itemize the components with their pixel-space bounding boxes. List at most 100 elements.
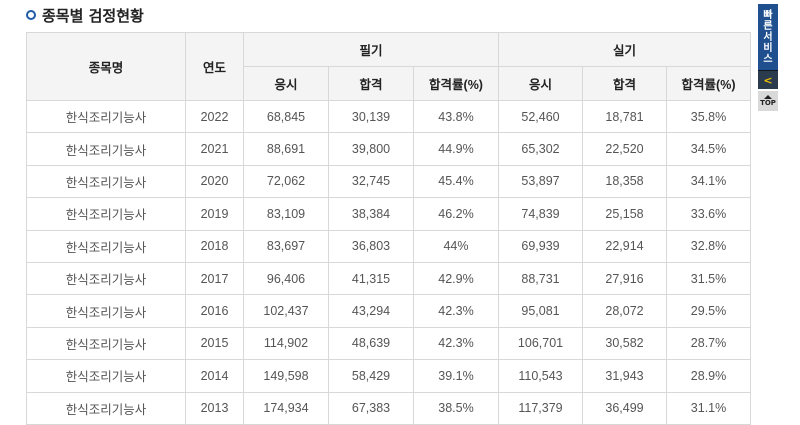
header-item-name: 종목명 [26,32,186,101]
cell-practical-applicants: 88,731 [498,261,584,296]
cell-written-passed: 67,383 [328,391,414,425]
cell-practical-pass-rate: 34.1% [666,164,752,199]
cell-written-pass-rate: 46.2% [412,197,500,231]
cell-year: 2020 [185,164,244,199]
table-row: 한식조리기능사 2013 174,934 67,383 38.5% 117,379 36,4… [26,391,752,425]
header-written-passed: 합격 [328,66,414,101]
cell-practical-applicants: 53,897 [498,164,584,199]
cell-practical-applicants: 106,701 [498,326,584,361]
cell-practical-passed: 22,520 [582,132,668,166]
table-row: 한식조리기능사 2014 149,598 58,429 39.1% 110,543 31,9… [26,359,752,393]
cell-practical-passed: 18,781 [582,99,668,134]
table-row: 한식조리기능사 2017 96,406 41,315 42.9% 88,731 27,916… [26,261,752,296]
quick-service-char: 비 [763,42,773,54]
cell-practical-pass-rate: 34.5% [666,132,752,166]
cell-practical-pass-rate: 35.8% [666,99,752,134]
cell-year: 2016 [185,294,244,328]
table-row: 한식조리기능사 2020 72,062 32,745 45.4% 53,897 18,358… [26,164,752,199]
cell-practical-passed: 31,943 [582,359,668,393]
cell-year: 2015 [185,326,244,361]
cell-practical-pass-rate: 28.7% [666,326,752,361]
cell-practical-applicants: 65,302 [498,132,584,166]
table-row: 한식조리기능사 2016 102,437 43,294 42.3% 95,081 28,07… [26,294,752,328]
cell-written-passed: 38,384 [328,197,414,231]
cell-practical-passed: 22,914 [582,229,668,263]
cell-practical-passed: 25,158 [582,197,668,231]
up-triangle-icon [764,95,772,99]
cell-written-passed: 43,294 [328,294,414,328]
cell-practical-applicants: 74,839 [498,197,584,231]
quick-service-char: 른 [763,20,773,32]
cell-item-name: 한식조리기능사 [26,261,186,296]
cell-written-passed: 30,139 [328,99,414,134]
cell-written-pass-rate: 39.1% [412,359,500,393]
cell-item-name: 한식조리기능사 [26,99,186,134]
table-row: 한식조리기능사 2015 114,902 48,639 42.3% 106,701 30,5… [26,326,752,361]
cell-item-name: 한식조리기능사 [26,391,186,425]
cell-written-applicants: 114,902 [243,326,329,361]
cell-written-pass-rate: 42.3% [412,326,500,361]
cell-item-name: 한식조리기능사 [26,294,186,328]
collapse-arrow-icon[interactable]: < [758,70,778,89]
cell-practical-pass-rate: 28.9% [666,359,752,393]
cell-practical-passed: 28,072 [582,294,668,328]
table-row: 한식조리기능사 2021 88,691 39,800 44.9% 65,302 22,520… [26,132,752,166]
header-written-pass-rate: 합격률(%) [412,66,500,101]
table-row: 한식조리기능사 2019 83,109 38,384 46.2% 74,839 25,158… [26,197,752,231]
cell-practical-passed: 18,358 [582,164,668,199]
cell-written-pass-rate: 42.3% [412,294,500,328]
quick-service-char: 빠 [763,9,773,21]
cell-written-pass-rate: 38.5% [412,391,500,425]
cell-item-name: 한식조리기능사 [26,326,186,361]
cell-year: 2014 [185,359,244,393]
exam-stats-table: 종목명 연도 필기 실기 응시 합격 합격률(%) 응시 합격 합격률(%) 한… [26,32,752,425]
cell-item-name: 한식조리기능사 [26,359,186,393]
cell-written-pass-rate: 42.9% [412,261,500,296]
cell-written-pass-rate: 45.4% [412,164,500,199]
table-body: 한식조리기능사 2022 68,845 30,139 43.8% 52,460 18,781… [26,99,752,425]
cell-year: 2019 [185,197,244,231]
cell-practical-passed: 36,499 [582,391,668,425]
cell-year: 2018 [185,229,244,263]
cell-written-pass-rate: 44% [412,229,500,263]
cell-year: 2017 [185,261,244,296]
header-written-applicants: 응시 [243,66,329,101]
section-title: 종목별 검정현황 [26,4,144,26]
cell-written-passed: 41,315 [328,261,414,296]
cell-written-applicants: 68,845 [243,99,329,134]
cell-written-applicants: 102,437 [243,294,329,328]
cell-written-applicants: 96,406 [243,261,329,296]
cell-written-pass-rate: 44.9% [412,132,500,166]
cell-practical-applicants: 52,460 [498,99,584,134]
cell-written-applicants: 88,691 [243,132,329,166]
table-row: 한식조리기능사 2022 68,845 30,139 43.8% 52,460 18,781… [26,99,752,134]
cell-written-passed: 39,800 [328,132,414,166]
cell-written-passed: 48,639 [328,326,414,361]
cell-item-name: 한식조리기능사 [26,229,186,263]
cell-practical-applicants: 69,939 [498,229,584,263]
table-row: 한식조리기능사 2018 83,697 36,803 44% 69,939 22,914 32… [26,229,752,263]
cell-practical-pass-rate: 33.6% [666,197,752,231]
cell-written-passed: 58,429 [328,359,414,393]
cell-written-applicants: 83,109 [243,197,329,231]
header-written: 필기 [242,32,500,67]
header-year: 연도 [185,32,244,101]
header-practical-passed: 합격 [582,66,668,101]
cell-practical-pass-rate: 29.5% [666,294,752,328]
cell-year: 2013 [185,391,244,425]
quick-service-char: 스 [763,53,773,65]
cell-year: 2022 [185,99,244,134]
cell-item-name: 한식조리기능사 [26,164,186,199]
cell-practical-pass-rate: 32.8% [666,229,752,263]
cell-year: 2021 [185,132,244,166]
header-practical-applicants: 응시 [498,66,584,101]
cell-practical-passed: 30,582 [582,326,668,361]
cell-practical-applicants: 95,081 [498,294,584,328]
section-title-text: 종목별 검정현황 [42,6,144,25]
cell-written-applicants: 72,062 [243,164,329,199]
cell-practical-passed: 27,916 [582,261,668,296]
scroll-top-button[interactable]: TOP [758,91,778,111]
quick-service-char: 서 [763,31,773,43]
